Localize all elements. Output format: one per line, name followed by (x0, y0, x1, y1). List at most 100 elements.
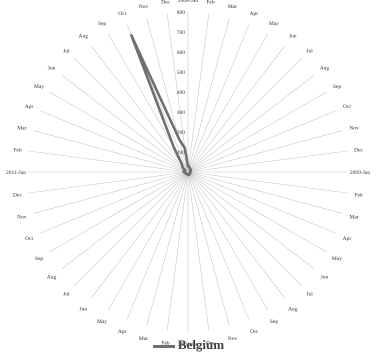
spoke-23 (187, 171, 210, 331)
category-label-46: Nov (139, 4, 149, 10)
data-point-0-42 (181, 165, 183, 167)
category-label-18: Jul (306, 292, 313, 298)
spoke-6 (187, 58, 302, 173)
category-label-4: May (269, 21, 279, 27)
radial-spokes (28, 12, 348, 332)
category-label-1: Feb (206, 0, 215, 5)
spoke-8 (187, 91, 327, 173)
category-label-47: Dec (161, 0, 170, 5)
spoke-34 (33, 171, 189, 214)
spoke-39 (40, 110, 189, 173)
spoke-17 (187, 171, 316, 270)
series-lines (130, 33, 193, 177)
category-label-41: Jun (48, 65, 56, 71)
category-label-10: Nov (349, 125, 359, 131)
spoke-15 (187, 171, 336, 234)
spoke-20 (187, 171, 269, 311)
spoke-18 (187, 171, 302, 286)
category-label-25: Feb (161, 341, 170, 347)
spoke-14 (187, 171, 343, 214)
data-point-0-40 (184, 169, 186, 171)
category-label-21: Oct (250, 329, 258, 335)
data-point-0-47 (184, 147, 186, 149)
category-label-34: Nov (17, 215, 27, 221)
category-label-38: Mar (17, 125, 26, 131)
spoke-21 (187, 171, 250, 320)
spoke-41 (60, 74, 189, 173)
spoke-38 (33, 130, 189, 173)
category-labels: 2008-Jan Feb Mar Apr May Jun Jul Aug Sep Oct Nov De… (6, 0, 370, 348)
spoke-27 (126, 171, 189, 320)
category-label-24: 2010-Jan (178, 342, 198, 348)
category-label-36: 2011-Jan (6, 170, 26, 176)
legend-label-belgium: Belgium (177, 337, 225, 352)
legend: Belgium (0, 337, 377, 353)
spoke-7 (187, 74, 316, 173)
spoke-46 (146, 17, 189, 173)
data-point-0-43 (181, 163, 183, 165)
category-label-19: Aug (288, 306, 298, 312)
category-label-5: Jun (289, 34, 297, 40)
spoke-31 (60, 171, 189, 270)
category-label-29: Jun (79, 306, 87, 312)
spoke-35 (29, 171, 189, 194)
spoke-4 (187, 33, 269, 173)
category-label-20: Sep (270, 319, 279, 325)
spoke-1 (187, 13, 210, 173)
category-label-45: Oct (118, 11, 126, 17)
spoke-33 (40, 171, 189, 234)
spoke-43 (90, 44, 189, 173)
category-label-14: Mar (350, 215, 359, 221)
data-point-0-46 (178, 138, 180, 140)
category-label-23: Dec (206, 341, 215, 347)
category-label-15: Apr (343, 236, 352, 242)
spoke-3 (187, 24, 250, 173)
spoke-30 (74, 171, 189, 286)
category-label-8: Sep (333, 84, 342, 90)
spoke-16 (187, 171, 327, 253)
spoke-2 (187, 17, 230, 173)
tick-label-8: 800 (177, 10, 186, 16)
tick-label-7: 700 (177, 30, 186, 36)
category-label-26: Mar (139, 336, 148, 342)
category-label-35: Dec (13, 192, 22, 198)
category-label-32: Sep (35, 256, 44, 262)
category-label-17: Jun (321, 275, 329, 281)
data-point-0-1 (188, 165, 190, 167)
category-label-3: Apr (250, 11, 259, 17)
category-label-37: Feb (13, 148, 22, 154)
data-point-0-41 (182, 167, 184, 169)
category-label-16: May (332, 256, 342, 262)
category-label-11: Dec (354, 148, 363, 154)
tick-label-5: 500 (177, 70, 186, 76)
category-label-13: Feb (354, 192, 363, 198)
tick-label-2: 200 (177, 130, 186, 136)
radial-tick-labels: 100 200 300 400 500 600 700 800 (177, 10, 186, 156)
category-label-27: Apr (118, 329, 127, 335)
spoke-25 (166, 171, 189, 331)
data-point-0-44 (173, 147, 175, 149)
spoke-5 (187, 44, 286, 173)
category-label-22: Nov (228, 336, 238, 342)
category-label-0: 2008-Jan (178, 0, 198, 4)
spoke-13 (187, 171, 347, 194)
tick-label-4: 400 (177, 90, 186, 96)
category-label-43: Aug (79, 34, 89, 40)
category-label-42: Jul (63, 48, 70, 54)
category-label-30: Jul (63, 292, 70, 298)
spoke-32 (49, 171, 189, 253)
spoke-11 (187, 150, 347, 173)
category-label-28: May (97, 319, 107, 325)
spoke-40 (49, 91, 189, 173)
tick-label-6: 600 (177, 50, 186, 56)
spoke-37 (29, 150, 189, 173)
spoke-22 (187, 171, 230, 327)
tick-label-3: 300 (177, 110, 186, 116)
category-label-6: Jul (306, 48, 313, 54)
spoke-26 (146, 171, 189, 327)
category-label-2: Mar (228, 4, 237, 10)
category-label-31: Aug (47, 275, 57, 281)
category-label-9: Oct (343, 104, 351, 110)
data-point-0-45 (130, 34, 132, 36)
spoke-29 (90, 171, 189, 300)
